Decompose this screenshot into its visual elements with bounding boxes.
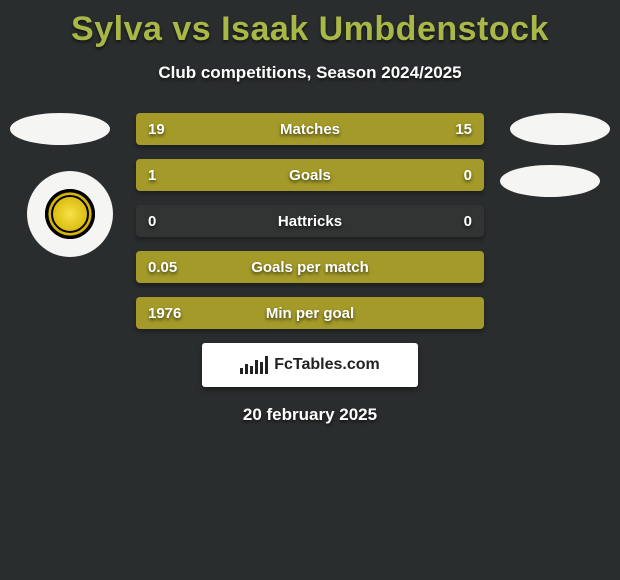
player-right-avatar-placeholder [510,113,610,145]
stat-row: 1976Min per goal [136,297,484,329]
stat-row: 0Hattricks0 [136,205,484,237]
brand-text: FcTables.com [274,356,380,374]
club-badge-icon [45,189,95,239]
stat-label: Matches [136,113,484,145]
stat-value-right: 0 [464,205,472,237]
stat-label: Goals per match [136,251,484,283]
stat-row: 1Goals0 [136,159,484,191]
bar-chart-icon [240,356,268,374]
brand-box: FcTables.com [202,343,418,387]
club-right-badge-placeholder [500,165,600,197]
stat-label: Goals [136,159,484,191]
club-left-badge [27,171,113,257]
subtitle: Club competitions, Season 2024/2025 [0,63,620,83]
comparison-stage: 19Matches151Goals00Hattricks00.05Goals p… [0,113,620,425]
stat-value-right: 0 [464,159,472,191]
stat-row: 19Matches15 [136,113,484,145]
title: Sylva vs Isaak Umbdenstock [0,0,620,49]
stat-row: 0.05Goals per match [136,251,484,283]
stat-label: Min per goal [136,297,484,329]
stat-value-right: 15 [455,113,472,145]
player-left-avatar-placeholder [10,113,110,145]
stat-bars: 19Matches151Goals00Hattricks00.05Goals p… [136,113,484,329]
stat-label: Hattricks [136,205,484,237]
footer-date: 20 february 2025 [0,405,620,425]
